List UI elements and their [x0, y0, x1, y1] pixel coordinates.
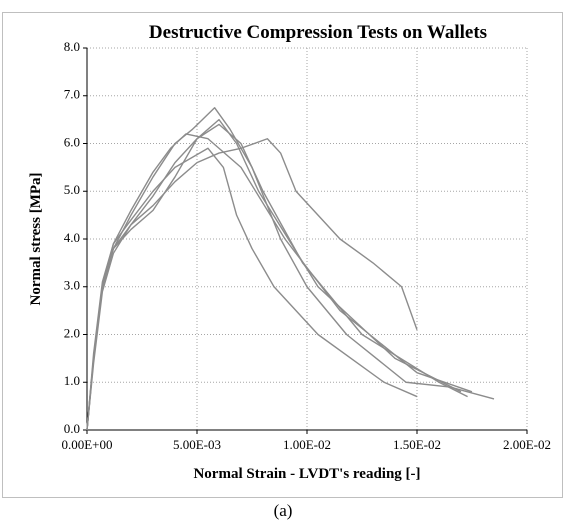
y-tick-label: 4.0 [64, 230, 80, 245]
x-tick-label: 1.50E-02 [393, 437, 441, 452]
y-tick-label: 5.0 [64, 182, 80, 197]
chart-frame [2, 12, 563, 498]
y-tick-label: 1.0 [64, 373, 80, 388]
data-line [86, 133, 473, 431]
chart-title: Destructive Compression Tests on Wallets [149, 22, 487, 43]
x-tick-label: 2.00E-02 [503, 437, 551, 452]
y-tick-label: 6.0 [64, 134, 80, 149]
y-tick-label: 7.0 [64, 87, 80, 102]
y-tick-label: 3.0 [64, 278, 80, 293]
data-line [86, 147, 418, 431]
y-tick-label: 8.0 [64, 39, 80, 54]
x-tick-label: 5.00E-03 [173, 437, 221, 452]
caption: (a) [274, 501, 293, 520]
x-axis-label: Normal Strain - LVDT's reading [-] [193, 466, 420, 482]
data-line [86, 123, 468, 431]
y-tick-label: 0.0 [64, 421, 80, 436]
x-tick-label: 1.00E-02 [283, 437, 331, 452]
x-tick-label: 0.00E+00 [61, 437, 112, 452]
data-line [86, 138, 418, 431]
data-line [86, 106, 495, 431]
data-line [86, 118, 462, 431]
y-tick-label: 2.0 [64, 325, 80, 340]
y-axis-label: Normal stress [MPa] [28, 172, 44, 305]
